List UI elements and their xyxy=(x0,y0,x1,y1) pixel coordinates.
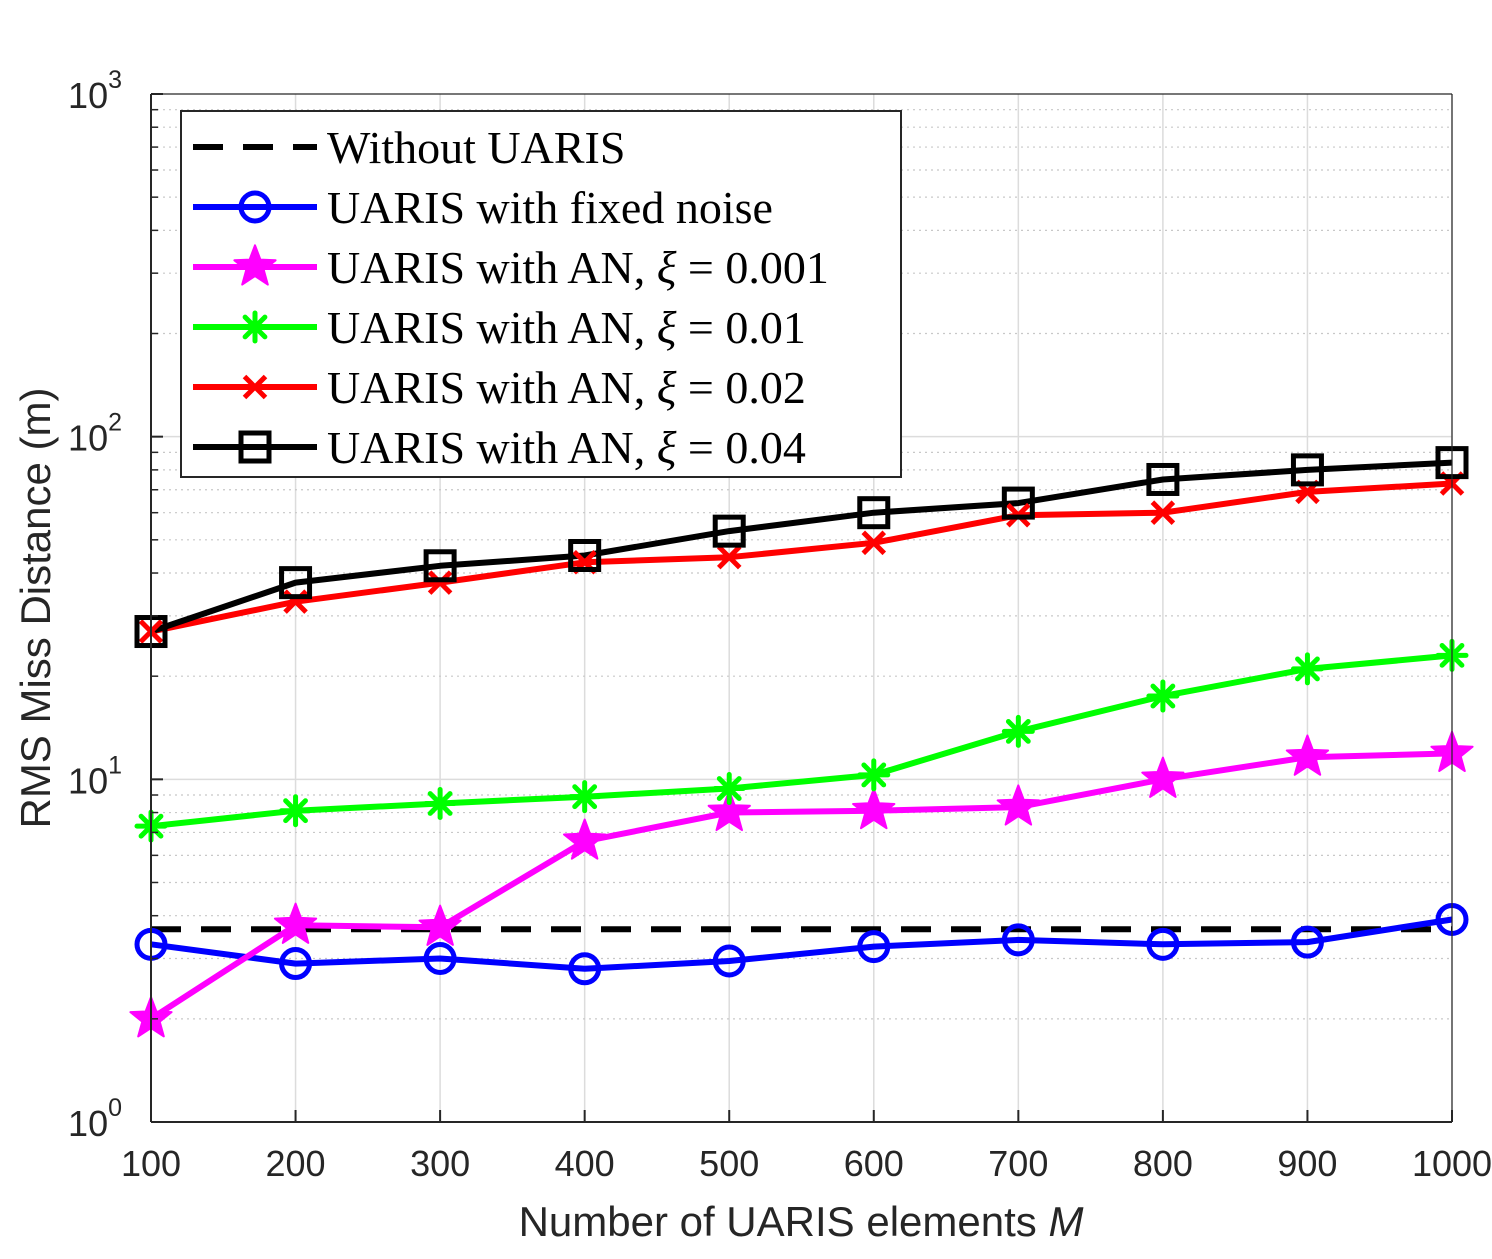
marker-circle xyxy=(279,947,313,981)
marker-circle xyxy=(238,190,272,224)
x-tick-label: 700 xyxy=(988,1143,1048,1184)
marker-square xyxy=(423,549,457,583)
marker-asterisk-stroke xyxy=(242,314,268,340)
y-axis-ticks: 100 101 102 103 xyxy=(68,66,163,1144)
series-line-5 xyxy=(150,459,1453,635)
legend-label-2: UARIS with AN, ξ = 0.001 xyxy=(327,242,829,293)
marker-star xyxy=(273,902,318,944)
x-tick-label: 100 xyxy=(121,1143,181,1184)
marker-x-stroke xyxy=(1150,500,1176,525)
marker-circle xyxy=(1146,927,1180,961)
legend-box xyxy=(180,110,902,478)
marker-square xyxy=(1290,453,1324,487)
legend-label-5: UARIS with AN, ξ = 0.04 xyxy=(327,422,806,473)
marker-x xyxy=(427,570,453,595)
marker-x xyxy=(716,544,742,570)
x-tick-label: 500 xyxy=(699,1143,759,1184)
marker-asterisk xyxy=(1290,652,1324,686)
legend: Without UARIS UARIS with fixed noise UARIS… xyxy=(180,110,902,478)
series-line-3 xyxy=(150,652,1453,830)
marker-star xyxy=(996,784,1040,826)
marker-circle xyxy=(1290,925,1324,959)
marker-asterisk-stroke xyxy=(861,762,887,788)
x-tick-label: 1000 xyxy=(1412,1143,1492,1184)
marker-star xyxy=(233,244,277,286)
marker-asterisk xyxy=(712,772,746,806)
marker-circle xyxy=(712,944,746,978)
x-tick-label: 200 xyxy=(266,1143,326,1184)
y-tick-label: 102 xyxy=(68,409,122,459)
marker-asterisk-stroke xyxy=(283,798,308,824)
marker-x-stroke xyxy=(861,530,887,556)
y-tick-label: 101 xyxy=(68,751,122,801)
marker-asterisk-stroke xyxy=(572,784,598,810)
marker-asterisk xyxy=(857,758,891,792)
marker-circle xyxy=(1001,923,1035,957)
marker-x xyxy=(861,530,887,556)
y-tick-label: 103 xyxy=(68,66,122,116)
legend-label-0: Without UARIS xyxy=(327,122,625,173)
marker-circle xyxy=(423,942,457,976)
marker-x-stroke xyxy=(716,544,742,570)
legend-label-1: UARIS with fixed noise xyxy=(327,182,773,233)
marker-square xyxy=(712,514,746,548)
marker-square xyxy=(857,496,891,530)
marker-square xyxy=(1001,486,1035,520)
marker-asterisk xyxy=(423,787,457,821)
marker-x xyxy=(1150,500,1176,525)
axes xyxy=(150,93,1453,1123)
marker-square xyxy=(1146,462,1180,496)
marker-star xyxy=(563,818,607,860)
marker-asterisk-stroke xyxy=(427,791,453,816)
series-line-1 xyxy=(150,916,1453,972)
marker-star xyxy=(1141,756,1185,798)
marker-asterisk xyxy=(1146,679,1180,713)
marker-asterisk-stroke xyxy=(1295,656,1320,682)
marker-asterisk xyxy=(238,310,272,344)
legend-label-4: UARIS with AN, ξ = 0.02 xyxy=(327,362,806,413)
marker-asterisk xyxy=(279,794,313,828)
legend-label-3: UARIS with AN, ξ = 0.01 xyxy=(327,302,806,353)
marker-star xyxy=(852,788,896,830)
series-markers xyxy=(129,446,1474,1038)
marker-asterisk-stroke xyxy=(1005,719,1031,744)
marker-asterisk xyxy=(568,780,602,814)
y-axis-label: RMS Miss Distance (m) xyxy=(12,387,59,828)
marker-asterisk-stroke xyxy=(1150,683,1176,709)
marker-circle xyxy=(857,930,891,964)
x-tick-label: 400 xyxy=(555,1143,615,1184)
marker-x xyxy=(242,374,268,400)
marker-x-stroke xyxy=(242,374,268,400)
marker-star xyxy=(418,904,462,946)
x-tick-label: 900 xyxy=(1277,1143,1337,1184)
marker-square xyxy=(279,566,313,600)
marker-circle xyxy=(568,952,602,986)
series-line-4 xyxy=(150,480,1453,635)
series-line-2 xyxy=(149,750,1453,1022)
marker-x-stroke xyxy=(427,570,453,595)
x-tick-label: 300 xyxy=(410,1143,470,1184)
marker-asterisk-stroke xyxy=(716,776,742,801)
marker-square xyxy=(238,430,272,464)
y-tick-label: 100 xyxy=(68,1094,122,1144)
x-tick-label: 600 xyxy=(844,1143,904,1184)
marker-square xyxy=(568,538,602,572)
marker-star xyxy=(1285,734,1330,776)
x-axis-ticks: 100 200 300 400 500 600 700 800 900 1000 xyxy=(121,1110,1492,1184)
x-axis-label: Number of UARIS elements M xyxy=(519,1198,1084,1245)
x-tick-label: 800 xyxy=(1133,1143,1193,1184)
series-lines xyxy=(149,459,1453,1022)
marker-asterisk xyxy=(1001,714,1035,748)
marker-star xyxy=(707,789,751,832)
